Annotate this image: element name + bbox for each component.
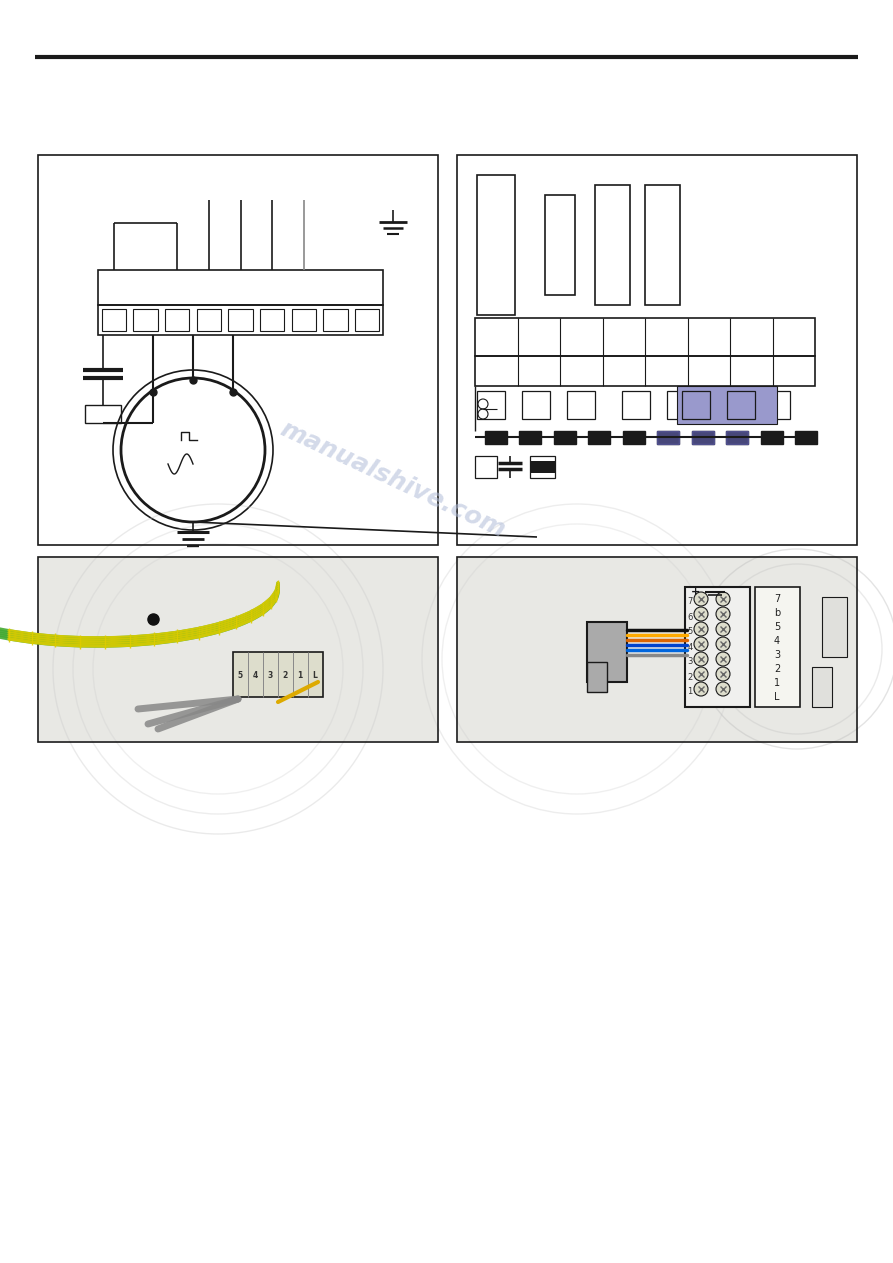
- Bar: [355, 309, 380, 331]
- Text: 1: 1: [688, 687, 693, 696]
- Bar: [196, 309, 221, 331]
- Text: 4: 4: [688, 643, 693, 652]
- Bar: [233, 652, 323, 697]
- Bar: [485, 431, 507, 445]
- Circle shape: [716, 667, 730, 681]
- Bar: [812, 667, 832, 707]
- Bar: [685, 587, 750, 707]
- Text: 2: 2: [774, 664, 780, 674]
- Circle shape: [694, 637, 708, 650]
- Bar: [726, 431, 748, 445]
- Text: 3: 3: [267, 672, 272, 681]
- Text: 4: 4: [253, 672, 257, 681]
- Bar: [520, 431, 541, 445]
- Bar: [762, 392, 790, 419]
- Bar: [457, 557, 857, 741]
- Bar: [98, 304, 383, 335]
- Bar: [477, 176, 515, 314]
- Circle shape: [694, 592, 708, 606]
- Circle shape: [694, 621, 708, 637]
- Text: 7: 7: [774, 594, 780, 604]
- Bar: [677, 386, 777, 424]
- Text: 1: 1: [774, 678, 780, 688]
- Bar: [457, 155, 857, 546]
- Bar: [587, 662, 607, 692]
- Bar: [622, 431, 645, 445]
- Bar: [657, 431, 680, 445]
- Circle shape: [716, 682, 730, 696]
- Bar: [645, 184, 680, 304]
- Bar: [761, 431, 782, 445]
- Bar: [717, 392, 745, 419]
- Circle shape: [716, 592, 730, 606]
- Bar: [822, 597, 847, 657]
- Bar: [795, 431, 817, 445]
- Bar: [727, 392, 755, 419]
- Bar: [530, 456, 555, 477]
- Bar: [587, 621, 627, 682]
- Circle shape: [716, 637, 730, 650]
- Bar: [475, 318, 815, 356]
- Bar: [667, 392, 695, 419]
- Text: 3: 3: [688, 658, 693, 667]
- Bar: [458, 558, 856, 741]
- Bar: [38, 557, 438, 741]
- Text: 2: 2: [688, 672, 693, 682]
- Text: 5: 5: [238, 672, 243, 681]
- Text: 7: 7: [688, 597, 693, 606]
- Bar: [692, 431, 714, 445]
- Bar: [38, 155, 438, 546]
- Bar: [477, 392, 505, 419]
- Bar: [595, 184, 630, 304]
- Circle shape: [694, 667, 708, 681]
- Bar: [133, 309, 157, 331]
- Text: 5: 5: [774, 621, 780, 632]
- Bar: [622, 392, 650, 419]
- Bar: [475, 456, 497, 477]
- Bar: [98, 270, 383, 304]
- Bar: [292, 309, 316, 331]
- Bar: [475, 356, 815, 386]
- Text: L: L: [313, 672, 317, 681]
- Bar: [102, 309, 126, 331]
- Bar: [165, 309, 189, 331]
- Text: 5: 5: [688, 628, 693, 637]
- Bar: [692, 431, 714, 445]
- Circle shape: [716, 608, 730, 621]
- Text: 3: 3: [774, 650, 780, 661]
- Bar: [323, 309, 347, 331]
- Circle shape: [716, 621, 730, 637]
- Text: manualshive.com: manualshive.com: [277, 417, 509, 543]
- Bar: [85, 405, 121, 423]
- Bar: [657, 431, 680, 445]
- Bar: [726, 431, 748, 445]
- Text: 2: 2: [282, 672, 288, 681]
- Text: 6: 6: [688, 613, 693, 621]
- Circle shape: [716, 652, 730, 666]
- Bar: [682, 392, 710, 419]
- Bar: [260, 309, 284, 331]
- Bar: [588, 431, 610, 445]
- Bar: [39, 558, 437, 741]
- Text: L: L: [774, 692, 780, 702]
- Bar: [755, 587, 800, 707]
- Circle shape: [694, 682, 708, 696]
- Text: 1: 1: [297, 672, 303, 681]
- Circle shape: [694, 608, 708, 621]
- Text: 4: 4: [774, 637, 780, 645]
- Bar: [229, 309, 253, 331]
- Circle shape: [694, 652, 708, 666]
- Text: +: +: [690, 587, 699, 597]
- Bar: [545, 195, 575, 296]
- Bar: [522, 392, 550, 419]
- Bar: [530, 461, 555, 474]
- Bar: [554, 431, 576, 445]
- Text: b: b: [774, 608, 780, 618]
- Bar: [567, 392, 595, 419]
